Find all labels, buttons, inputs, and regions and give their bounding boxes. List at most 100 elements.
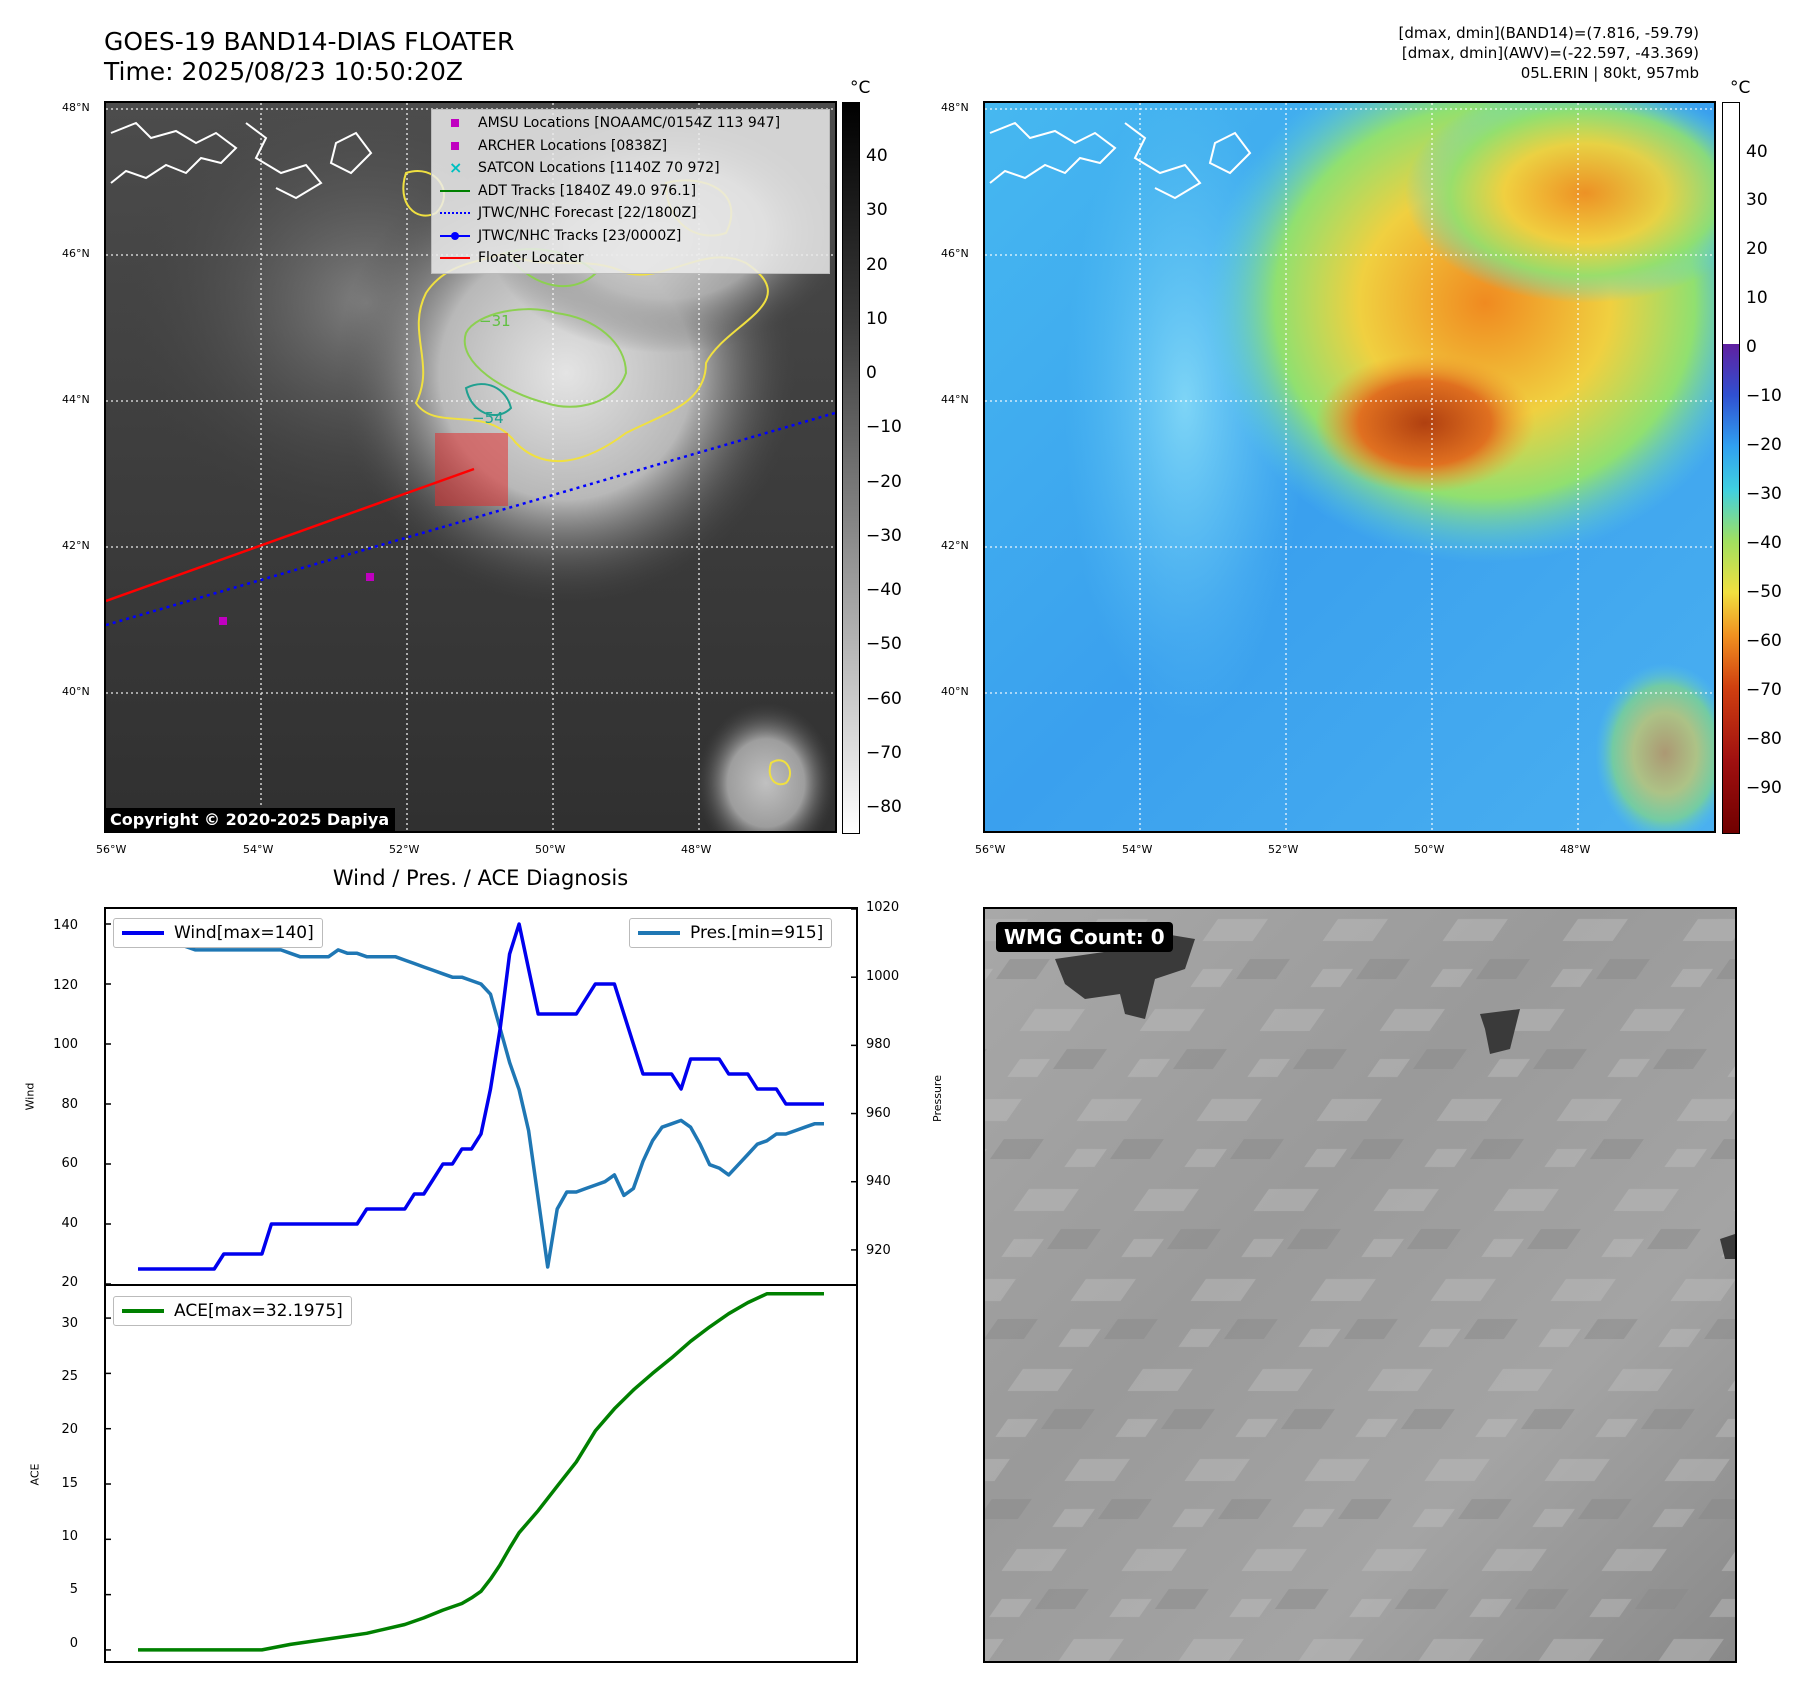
coastline	[989, 121, 1252, 200]
wind-tick: 100	[53, 1037, 78, 1052]
colorbar-tick: −10	[866, 417, 902, 437]
ace-tick: 30	[61, 1316, 78, 1331]
colorbar-tick: −20	[866, 472, 902, 492]
colorbar-tick: 0	[866, 363, 877, 383]
wind-line-icon	[122, 931, 164, 935]
map-legend: AMSU Locations [NOAAMC/0154Z 113 947] AR…	[431, 109, 830, 274]
colorbar-tick: −10	[1746, 386, 1782, 406]
legend-label: SATCON Locations [1140Z 70 972]	[478, 160, 720, 176]
colorbar-tick: −90	[1746, 778, 1782, 798]
pressure-legend: Pres.[min=915]	[629, 918, 833, 948]
colorbar-tick: −40	[866, 580, 902, 600]
legend-label: Floater Locater	[478, 250, 584, 266]
ace-tick: 25	[61, 1369, 78, 1384]
contour-label-31: −31	[479, 312, 511, 330]
colorbar-tick: 0	[1746, 337, 1757, 357]
lon-label: 50°W	[535, 843, 566, 856]
lon-label: 54°W	[1122, 843, 1153, 856]
colorbar-unit: °C	[1730, 78, 1751, 98]
legend-item-satcon: × SATCON Locations [1140Z 70 972]	[438, 157, 821, 180]
legend-item-forecast: JTWC/NHC Forecast [22/1800Z]	[438, 202, 821, 225]
colorbar-tick: −50	[866, 634, 902, 654]
info-line3: 05L.ERIN | 80kt, 957mb	[1520, 64, 1699, 82]
pressure-tick: 940	[866, 1174, 891, 1189]
archer-marker	[366, 573, 374, 581]
pressure-line-icon	[638, 931, 680, 935]
ace-plot	[106, 1292, 824, 1652]
legend-label: ARCHER Locations [0838Z]	[478, 137, 668, 154]
lon-label: 56°W	[975, 843, 1006, 856]
green-line-icon	[438, 180, 472, 202]
ace-tick: 10	[61, 1529, 78, 1544]
ace-panel[interactable]	[104, 1284, 858, 1663]
colorbar-tick: −50	[1746, 582, 1782, 602]
colorbar-tick: −80	[1746, 729, 1782, 749]
ace-tick: 15	[61, 1476, 78, 1491]
wmg-dark-region	[1480, 1009, 1520, 1054]
lon-label: 56°W	[96, 843, 127, 856]
ace-axis-label: ACE	[28, 1463, 42, 1486]
lat-label: 46°N	[941, 247, 969, 260]
colorbar-tick: 40	[866, 146, 888, 166]
legend-label: AMSU Locations [NOAAMC/0154Z 113 947]	[478, 115, 781, 131]
legend-label: ADT Tracks [1840Z 49.0 976.1]	[478, 182, 697, 199]
blue-line-dot-icon	[438, 225, 472, 247]
wind-legend: Wind[max=140]	[113, 918, 323, 948]
colorbar-tick: 30	[866, 200, 888, 220]
magenta-square-marker-icon	[438, 112, 472, 134]
diagnosis-title: Wind / Pres. / ACE Diagnosis	[332, 866, 629, 890]
colorbar-tick: 30	[1746, 190, 1768, 210]
lat-label: 42°N	[941, 539, 969, 552]
legend-item-archer: ARCHER Locations [0838Z]	[438, 135, 821, 158]
amsu-marker	[219, 617, 227, 625]
wind-axis-label: Wind	[23, 1082, 37, 1111]
blue-dotted-line-icon	[438, 202, 472, 224]
pressure-tick: 960	[866, 1106, 891, 1121]
pressure-series-line	[138, 924, 824, 1269]
wind-tick: 20	[61, 1275, 78, 1290]
wind-tick: 140	[53, 918, 78, 933]
colorbar-tick: −20	[1746, 435, 1782, 455]
lat-label: 44°N	[941, 393, 969, 406]
legend-item-adt: ADT Tracks [1840Z 49.0 976.1]	[438, 180, 821, 203]
colorbar-tick: 20	[1746, 239, 1768, 259]
lon-label: 52°W	[1268, 843, 1299, 856]
lat-label: 42°N	[62, 539, 90, 552]
floater-locater-line	[106, 467, 475, 603]
wmg-panel[interactable]	[983, 907, 1737, 1663]
colorbar-tick: −30	[866, 526, 902, 546]
ace-tick: 20	[61, 1422, 78, 1437]
colorbar-tick: 10	[1746, 288, 1768, 308]
pressure-legend-label: Pres.[min=915]	[690, 923, 824, 943]
wind-pressure-panel[interactable]	[104, 907, 858, 1286]
pressure-tick: 1020	[866, 900, 900, 915]
figure-title-line2: Time: 2025/08/23 10:50:20Z	[104, 57, 463, 86]
wind-tick: 120	[53, 978, 78, 993]
pressure-tick: 1000	[866, 969, 900, 984]
ace-series-line	[138, 1292, 824, 1652]
lon-label: 48°W	[1560, 843, 1591, 856]
pressure-tick: 920	[866, 1243, 891, 1258]
contour-label-54: −54	[472, 409, 504, 427]
wind-tick: 40	[61, 1216, 78, 1231]
lon-label: 52°W	[389, 843, 420, 856]
legend-item-amsu: AMSU Locations [NOAAMC/0154Z 113 947]	[438, 112, 821, 135]
lat-label: 48°N	[62, 101, 90, 114]
colorbar-tick: 40	[1746, 142, 1768, 162]
colorbar-tick: −80	[866, 797, 902, 817]
colorbar-tick: −30	[1746, 484, 1782, 504]
colorbar-tick: −70	[1746, 680, 1782, 700]
lat-label: 46°N	[62, 247, 90, 260]
wmg-dark-region	[1720, 1234, 1735, 1259]
color-map-panel[interactable]	[983, 101, 1716, 833]
pressure-axis-label: Pressure	[930, 1075, 944, 1122]
info-line1: [dmax, dmin](BAND14)=(7.816, -59.79)	[1398, 24, 1699, 42]
ace-line-icon	[122, 1309, 164, 1313]
cyan-x-marker-icon: ×	[449, 158, 463, 178]
colorbar-tick: −60	[866, 689, 902, 709]
colorbar-tick: −70	[866, 743, 902, 763]
copyright-label: Copyright © 2020-2025 Dapiya	[104, 808, 396, 831]
colorbar-tick: 10	[866, 309, 888, 329]
figure-title-line1: GOES-19 BAND14-DIAS FLOATER	[104, 27, 515, 56]
lat-label: 40°N	[941, 685, 969, 698]
